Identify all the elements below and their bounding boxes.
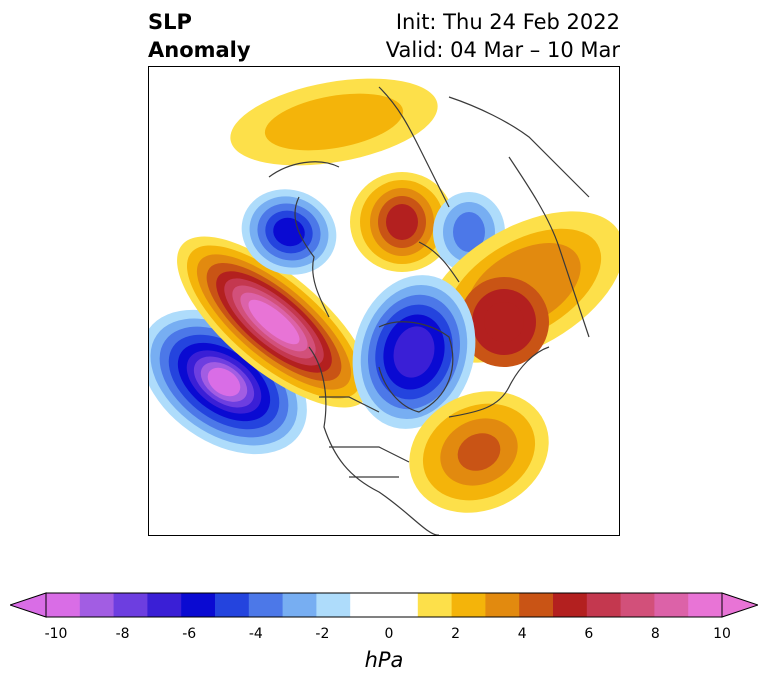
colorbar-bin: [586, 593, 622, 617]
colorbar-bin: [79, 593, 115, 617]
colorbar-bin: [451, 593, 486, 617]
init-date: Init: Thu 24 Feb 2022: [395, 10, 620, 34]
colorbar-tick-label: 8: [650, 626, 660, 642]
colorbar-tick-label: -10: [44, 626, 68, 642]
colorbar-tick-label: -6: [182, 626, 197, 642]
title-anomaly: Anomaly: [148, 38, 251, 62]
colorbar-bin: [248, 593, 284, 617]
kara-high: [350, 172, 454, 272]
colorbar-tick-label: -2: [315, 626, 330, 642]
colorbar-bin: [384, 593, 419, 617]
colorbar-bin: [350, 593, 385, 617]
scandinavia-high: [459, 277, 549, 367]
colorbar-bin: [316, 593, 351, 617]
coastlines: [268, 86, 590, 535]
date-info: Init: Thu 24 Feb 2022 Valid: 04 Mar – 10…: [386, 8, 620, 64]
colorbar-bin: [620, 593, 655, 617]
colorbar-bin: [688, 593, 723, 617]
colorbar-bin: [519, 593, 554, 617]
colorbar-extend-right: [721, 592, 758, 618]
colorbar-bin: [417, 593, 453, 617]
colorbar-bin: [46, 593, 81, 617]
north-pacific-low: [149, 309, 307, 455]
anomaly-map: [148, 66, 620, 536]
colorbar-tick-label: 2: [451, 626, 461, 642]
colorbar-ticks: -10 -8 -6 -4 -2 0 2 4 6 8 10: [0, 626, 768, 646]
asia-high: [230, 78, 438, 166]
title-slp: SLP: [148, 10, 192, 34]
colorbar-bins: [46, 593, 723, 617]
colorbar-tick-label: 6: [584, 626, 594, 642]
colorbar-bin: [282, 593, 317, 617]
colorbar-bin: [113, 593, 148, 617]
colorbar-bin: [485, 593, 520, 617]
colorbar: [10, 592, 758, 618]
alaska-high: [177, 236, 371, 408]
colorbar-tick-label: 4: [517, 626, 527, 642]
colorbar-tick-label: 10: [713, 626, 731, 642]
colorbar-bin: [181, 593, 216, 617]
colorbar-extend-left: [10, 592, 47, 618]
colorbar-bin: [553, 593, 588, 617]
valid-range: Valid: 04 Mar – 10 Mar: [385, 38, 620, 62]
colorbar-bin: [654, 593, 689, 617]
colorbar-tick-label: -8: [115, 626, 130, 642]
siberia-low: [241, 189, 337, 275]
colorbar-bin: [147, 593, 182, 617]
colorbar-tick-label: 0: [384, 626, 394, 642]
atlantic-high: [409, 391, 549, 513]
colorbar-tick-label: -4: [248, 626, 263, 642]
colorbar-unit: hPa: [364, 648, 404, 672]
colorbar-outline: [45, 592, 723, 618]
chart-title: SLP Anomaly: [148, 8, 251, 64]
colorbar-bin: [215, 593, 250, 617]
map-svg: [149, 78, 619, 535]
